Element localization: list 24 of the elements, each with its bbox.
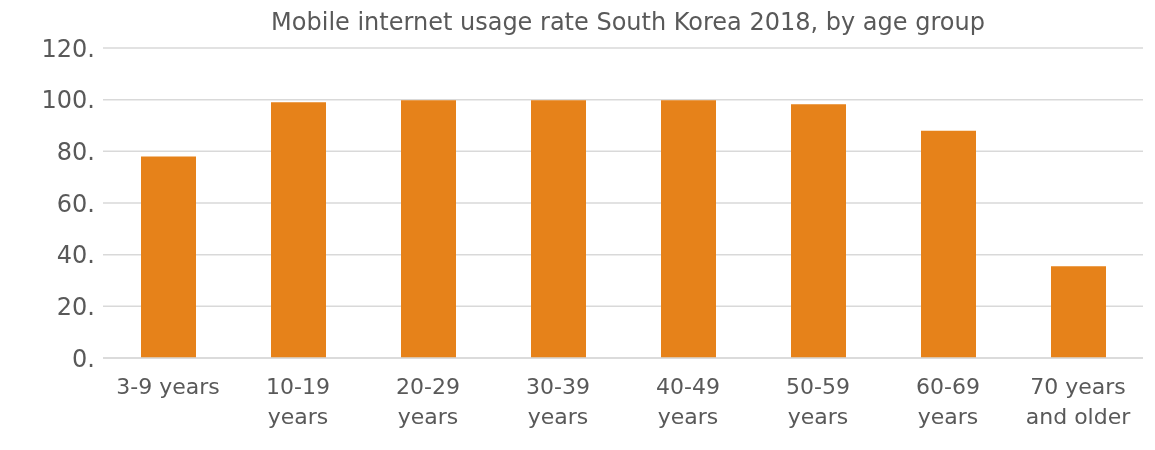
x-tick-label: 40-49 years [656, 374, 720, 429]
bar [921, 130, 976, 358]
bar [1051, 266, 1106, 358]
y-tick-label: 0. [72, 344, 95, 373]
x-tick-label: 30-39 years [526, 374, 590, 429]
x-tick-label: 10-19 years [266, 374, 330, 429]
x-tick-label: 20-29 years [396, 374, 460, 429]
y-tick-label: 120. [41, 34, 95, 63]
x-tick-label: 60-69 years [916, 374, 980, 429]
bar [401, 100, 456, 358]
chart-title: Mobile internet usage rate South Korea 2018, by age group [270, 8, 986, 36]
y-tick-label: 60. [56, 189, 95, 218]
x-tick-label: 3-9 years [116, 374, 220, 399]
bar [531, 100, 586, 358]
x-tick-label: 70 years and older [1025, 374, 1132, 429]
bar [791, 104, 846, 358]
y-tick-label: 80. [56, 137, 95, 166]
bar [661, 100, 716, 358]
y-tick-label: 100. [41, 86, 95, 115]
bar [271, 102, 326, 358]
bar [141, 156, 196, 358]
y-tick-label: 40. [56, 241, 95, 270]
y-tick-label: 20. [56, 292, 95, 321]
x-tick-label: 50-59 years [786, 374, 850, 429]
